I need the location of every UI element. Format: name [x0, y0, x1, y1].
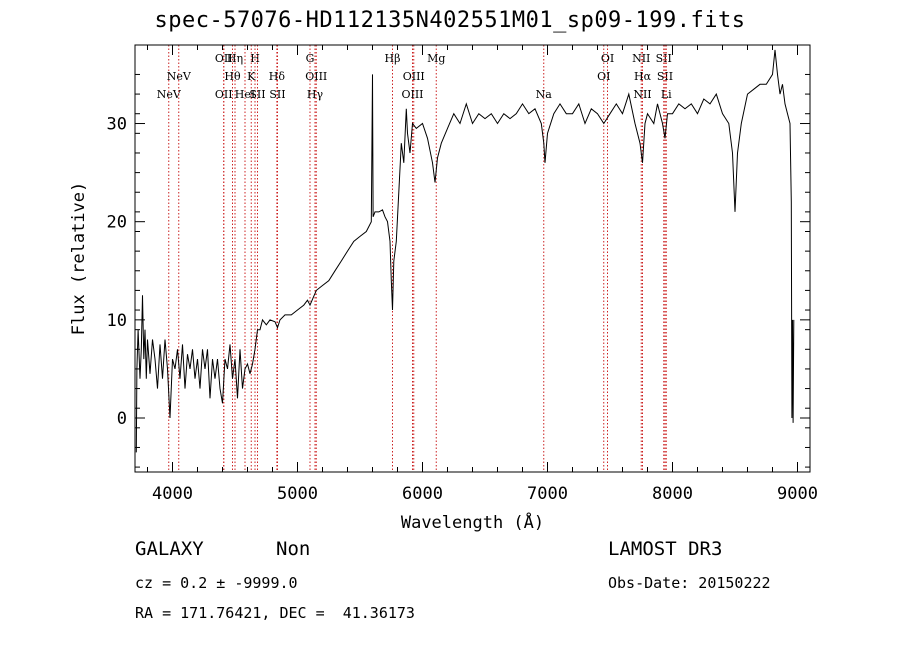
x-tick-label: 4000: [152, 484, 193, 504]
marker-label: SII: [269, 88, 285, 101]
marker-label: SII: [657, 70, 673, 83]
marker-label: K: [247, 70, 256, 83]
y-tick-label: 20: [107, 213, 127, 233]
marker-label: Mg: [427, 52, 445, 65]
marker-label: NeV: [157, 88, 182, 101]
obs-date: Obs-Date: 20150222: [608, 574, 771, 592]
coordinates: RA = 171.76421, DEC = 41.36173: [135, 604, 415, 622]
x-axis-label: Wavelength (Å): [401, 511, 544, 533]
marker-label: OIII: [403, 70, 425, 83]
marker-label: NII: [632, 52, 650, 65]
marker-label: OIII: [401, 88, 423, 101]
marker-label: Hθ: [224, 70, 241, 83]
marker-label: H: [250, 52, 260, 65]
x-tick-label: 8000: [652, 484, 693, 504]
marker-label: OII: [215, 52, 233, 65]
marker-label: OI: [601, 52, 614, 65]
x-tick-label: 9000: [777, 484, 818, 504]
marker-label: HeI: [235, 88, 255, 101]
y-tick-label: 10: [107, 311, 127, 331]
y-tick-label: 30: [107, 115, 127, 135]
marker-label: OIII: [305, 70, 327, 83]
y-tick-label: 0: [117, 409, 127, 429]
marker-label: NII: [633, 88, 651, 101]
marker-label: NeV: [167, 70, 192, 83]
spectrum-line: [135, 49, 795, 453]
marker-label: Hβ: [385, 52, 401, 65]
plot-frame: [134, 44, 811, 473]
x-tick-label: 5000: [277, 484, 318, 504]
marker-label: SII: [656, 52, 672, 65]
object-class: GALAXY: [135, 538, 204, 560]
marker-label: SII: [249, 88, 265, 101]
survey-name: LAMOST DR3: [608, 538, 723, 560]
x-tick-label: 7000: [527, 484, 568, 504]
marker-label: G: [306, 52, 315, 65]
marker-label: OI: [597, 70, 610, 83]
marker-label: Na: [536, 88, 553, 101]
chart-title: spec-57076-HD112135N402551M01_sp09-199.f…: [154, 8, 746, 33]
y-axis-label: Flux (relative): [69, 182, 89, 336]
x-tick-label: 6000: [402, 484, 443, 504]
object-subclass: Non: [276, 538, 311, 560]
marker-label: Hγ: [307, 88, 324, 101]
marker-label: Li: [661, 88, 672, 101]
marker-label: OII: [215, 88, 233, 101]
marker-label: Hη: [227, 52, 243, 65]
redshift-text: cz = 0.2 ± -9999.0: [135, 574, 298, 592]
